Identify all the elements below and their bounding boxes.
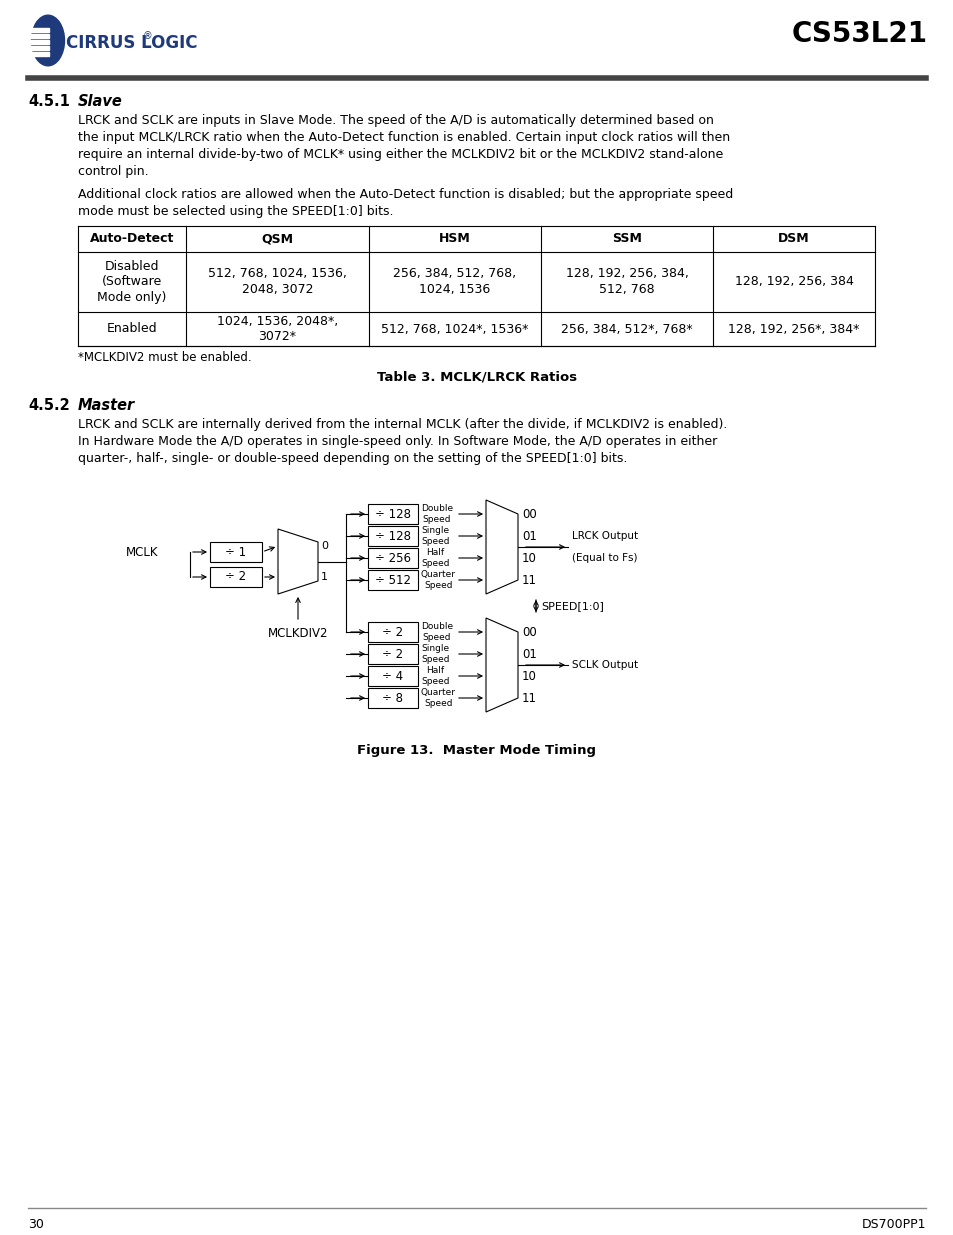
Text: ÷ 4: ÷ 4: [382, 669, 403, 683]
Text: HSM: HSM: [438, 232, 471, 246]
Polygon shape: [277, 529, 317, 594]
Text: ÷ 128: ÷ 128: [375, 530, 411, 542]
Text: (Equal to Fs): (Equal to Fs): [572, 553, 637, 563]
Text: DSM: DSM: [778, 232, 809, 246]
Text: 01: 01: [521, 530, 537, 542]
Text: Auto-Detect: Auto-Detect: [90, 232, 174, 246]
Text: Single
Speed: Single Speed: [420, 645, 449, 663]
Text: 256, 384, 512*, 768*: 256, 384, 512*, 768*: [560, 322, 692, 336]
Ellipse shape: [31, 15, 65, 65]
Text: ÷ 2: ÷ 2: [225, 571, 246, 583]
Bar: [368, 571, 417, 590]
Bar: [368, 688, 417, 708]
Text: 10: 10: [521, 552, 537, 564]
Text: ÷ 128: ÷ 128: [375, 508, 411, 520]
Text: ÷ 256: ÷ 256: [375, 552, 411, 564]
Text: Half
Speed: Half Speed: [420, 667, 449, 685]
Text: ÷ 2: ÷ 2: [382, 625, 403, 638]
Text: SSM: SSM: [612, 232, 641, 246]
Text: ÷ 8: ÷ 8: [382, 692, 403, 704]
Bar: [368, 504, 417, 524]
Text: 10: 10: [521, 669, 537, 683]
Text: 128, 192, 256, 384,
512, 768: 128, 192, 256, 384, 512, 768: [565, 268, 688, 296]
Text: SCLK Output: SCLK Output: [572, 659, 638, 671]
Text: 4.5.2: 4.5.2: [28, 398, 70, 412]
Text: Quarter
Speed: Quarter Speed: [420, 571, 456, 589]
Text: Table 3. MCLK/LRCK Ratios: Table 3. MCLK/LRCK Ratios: [376, 370, 577, 383]
Bar: [368, 643, 417, 664]
Text: ÷ 512: ÷ 512: [375, 573, 411, 587]
Text: CIRRUS LOGIC: CIRRUS LOGIC: [66, 35, 197, 52]
Text: Quarter
Speed: Quarter Speed: [420, 688, 456, 708]
Text: Slave: Slave: [78, 94, 123, 109]
Text: Double
Speed: Double Speed: [420, 504, 453, 524]
Text: 1: 1: [320, 572, 328, 582]
Text: Half
Speed: Half Speed: [420, 548, 449, 568]
Text: Master: Master: [78, 398, 135, 412]
Text: DS700PP1: DS700PP1: [861, 1218, 925, 1231]
Text: 00: 00: [521, 625, 537, 638]
Text: 1024, 1536, 2048*,
3072*: 1024, 1536, 2048*, 3072*: [216, 315, 337, 343]
Text: 11: 11: [521, 692, 537, 704]
Polygon shape: [485, 618, 517, 713]
Text: 01: 01: [521, 647, 537, 661]
Text: Figure 13.  Master Mode Timing: Figure 13. Master Mode Timing: [357, 743, 596, 757]
Text: 00: 00: [521, 508, 537, 520]
Text: 0: 0: [320, 541, 328, 551]
Text: MCLK: MCLK: [126, 546, 158, 558]
Text: 512, 768, 1024*, 1536*: 512, 768, 1024*, 1536*: [381, 322, 528, 336]
Text: 512, 768, 1024, 1536,
2048, 3072: 512, 768, 1024, 1536, 2048, 3072: [208, 268, 347, 296]
Bar: [26, 28, 49, 32]
Text: 256, 384, 512, 768,
1024, 1536: 256, 384, 512, 768, 1024, 1536: [393, 268, 516, 296]
Bar: [210, 567, 262, 587]
Bar: [368, 548, 417, 568]
Text: LRCK and SCLK are inputs in Slave Mode. The speed of the A/D is automatically de: LRCK and SCLK are inputs in Slave Mode. …: [78, 114, 729, 178]
Text: 128, 192, 256*, 384*: 128, 192, 256*, 384*: [727, 322, 859, 336]
Text: Additional clock ratios are allowed when the Auto-Detect function is disabled; b: Additional clock ratios are allowed when…: [78, 188, 733, 219]
Text: LRCK Output: LRCK Output: [572, 531, 638, 541]
Bar: [26, 40, 49, 44]
Text: MCLKDIV2: MCLKDIV2: [268, 627, 328, 640]
Text: Enabled: Enabled: [107, 322, 157, 336]
Bar: [368, 622, 417, 642]
Text: ®: ®: [143, 31, 152, 41]
Polygon shape: [485, 500, 517, 594]
Bar: [26, 46, 49, 51]
Text: 4.5.1: 4.5.1: [28, 94, 70, 109]
Text: 11: 11: [521, 573, 537, 587]
Bar: [368, 666, 417, 685]
Bar: [26, 52, 49, 57]
Bar: [26, 33, 49, 38]
Text: *MCLKDIV2 must be enabled.: *MCLKDIV2 must be enabled.: [78, 351, 252, 364]
Text: LRCK and SCLK are internally derived from the internal MCLK (after the divide, i: LRCK and SCLK are internally derived fro…: [78, 417, 726, 466]
Text: ÷ 2: ÷ 2: [382, 647, 403, 661]
Bar: [368, 526, 417, 546]
Text: SPEED[1:0]: SPEED[1:0]: [540, 601, 603, 611]
Text: Double
Speed: Double Speed: [420, 622, 453, 642]
Text: ÷ 1: ÷ 1: [225, 546, 246, 558]
Text: Disabled
(Software
Mode only): Disabled (Software Mode only): [97, 259, 167, 305]
Text: QSM: QSM: [261, 232, 294, 246]
Text: CS53L21: CS53L21: [791, 20, 927, 48]
Text: 128, 192, 256, 384: 128, 192, 256, 384: [734, 275, 853, 289]
Text: 30: 30: [28, 1218, 44, 1231]
Bar: [210, 542, 262, 562]
Text: Single
Speed: Single Speed: [420, 526, 449, 546]
